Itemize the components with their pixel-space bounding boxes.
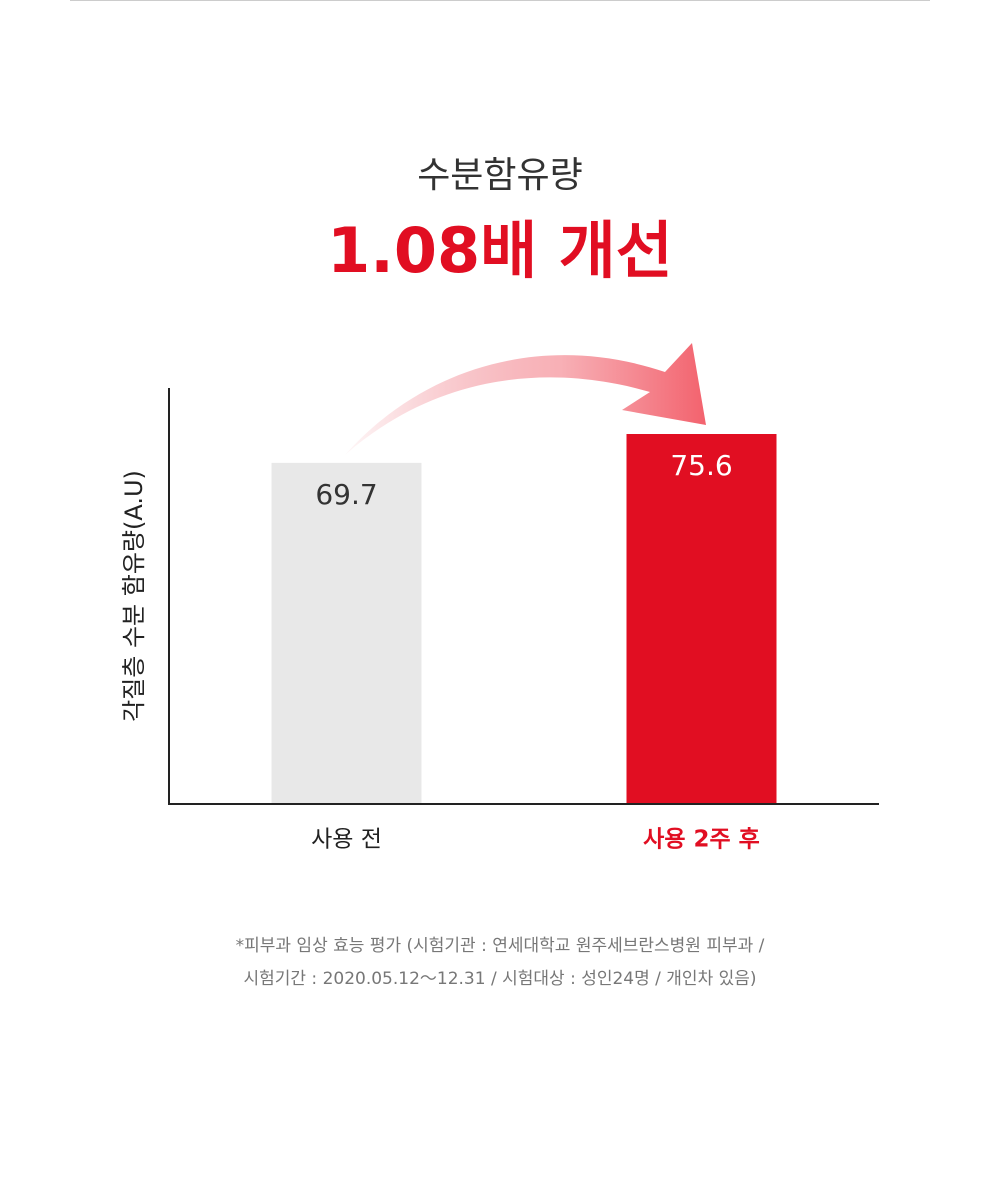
chart-subtitle: 1.08배 개선 bbox=[327, 214, 673, 287]
footnote: *피부과 임상 효능 평가 (시험기관 : 연세대학교 원주세브란스병원 피부과… bbox=[236, 936, 765, 956]
bar bbox=[271, 462, 422, 804]
footnote: 시험기간 : 2020.05.12～12.31 / 시험대상 : 성인24명 /… bbox=[243, 969, 756, 989]
value-label: 69.7 bbox=[315, 478, 377, 511]
bar bbox=[626, 434, 777, 804]
x-tick-label: 사용 2주 후 bbox=[643, 827, 760, 853]
chart-title: 수분함유량 bbox=[417, 155, 583, 196]
arrow bbox=[345, 343, 706, 455]
value-label: 75.6 bbox=[670, 449, 732, 482]
y-axis-label: 각질층 수분 함유량(A.U) bbox=[120, 470, 148, 722]
x-tick-label: 사용 전 bbox=[311, 827, 382, 853]
